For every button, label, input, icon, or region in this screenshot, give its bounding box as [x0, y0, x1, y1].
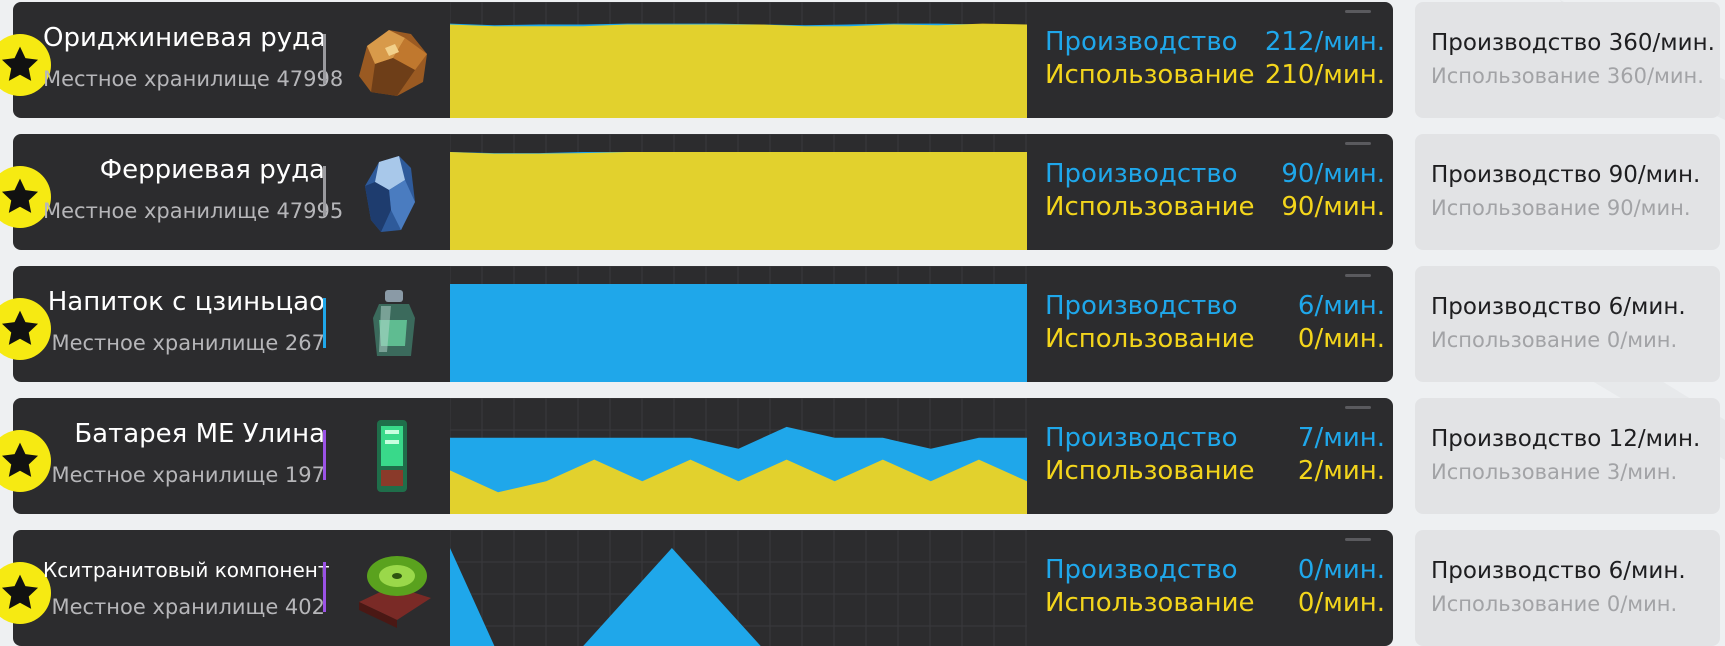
usage-label: Использование — [1045, 60, 1255, 90]
target-panel: Производство 6/мин. Использование 0/мин. — [1415, 266, 1720, 382]
flow-chart — [450, 530, 1027, 646]
resource-card[interactable]: Напиток с цзиньцао Местное хранилище 267… — [0, 266, 1393, 382]
target-panel: Производство 6/мин. Использование 0/мин. — [1415, 530, 1720, 646]
resource-name: Кситранитовый компонент — [43, 558, 330, 582]
flow-chart — [450, 398, 1027, 514]
category-accent-bar — [323, 166, 326, 216]
target-production: Производство 6/мин. — [1431, 294, 1686, 320]
resource-row[interactable]: Батарея МЕ Улина Местное хранилище 197 П… — [0, 398, 1720, 514]
category-accent-bar — [323, 562, 326, 612]
target-usage: Использование 90/мин. — [1431, 196, 1691, 220]
category-accent-bar — [323, 34, 326, 84]
usage-area — [450, 459, 1027, 514]
drag-handle[interactable] — [1345, 538, 1371, 541]
favorite-star-icon[interactable] — [0, 298, 51, 360]
usage-label: Использование — [1045, 192, 1255, 222]
usage-value: 90/мин. — [1281, 192, 1385, 222]
production-area — [450, 284, 1027, 382]
usage-value: 210/мин. — [1264, 60, 1385, 90]
resource-name: Напиток с цзиньцао — [47, 287, 325, 317]
favorite-star-icon[interactable] — [0, 166, 51, 228]
usage-label: Использование — [1045, 588, 1255, 618]
resource-card[interactable]: Кситранитовый компонент Местное хранилищ… — [0, 530, 1393, 646]
production-value: 212/мин. — [1264, 27, 1385, 57]
flow-chart — [450, 266, 1027, 382]
target-usage: Использование 0/мин. — [1431, 592, 1678, 616]
production-value: 6/мин. — [1297, 291, 1385, 321]
resource-card[interactable]: Батарея МЕ Улина Местное хранилище 197 П… — [0, 398, 1393, 514]
storage-count: Местное хранилище 197 — [51, 463, 325, 487]
target-panel: Производство 90/мин. Использование 90/ми… — [1415, 134, 1720, 250]
production-value: 0/мин. — [1297, 555, 1385, 585]
production-value: 7/мин. — [1297, 423, 1385, 453]
usage-value: 0/мин. — [1297, 588, 1385, 618]
resource-row[interactable]: Ферриевая руда Местное хранилище 47995 П… — [0, 134, 1720, 250]
drag-handle[interactable] — [1345, 10, 1371, 13]
target-usage: Использование 360/мин. — [1431, 64, 1704, 88]
favorite-star-icon[interactable] — [0, 430, 51, 492]
ferrium-ore-icon — [365, 156, 415, 232]
flow-chart — [450, 134, 1027, 250]
resource-card[interactable]: Ориджиниевая руда Местное хранилище 4799… — [0, 2, 1393, 118]
resource-card[interactable]: Ферриевая руда Местное хранилище 47995 П… — [0, 134, 1393, 250]
drag-handle[interactable] — [1345, 142, 1371, 145]
target-usage: Использование 3/мин. — [1431, 460, 1678, 484]
production-area — [450, 548, 1027, 646]
resource-row[interactable]: Ориджиниевая руда Местное хранилище 4799… — [0, 2, 1720, 118]
usage-value: 0/мин. — [1297, 324, 1385, 354]
resource-row[interactable]: Кситранитовый компонент Местное хранилищ… — [0, 530, 1720, 646]
target-panel: Производство 12/мин. Использование 3/мин… — [1415, 398, 1720, 514]
storage-count: Местное хранилище 47995 — [43, 199, 344, 223]
target-production: Производство 360/мин. — [1431, 30, 1715, 56]
usage-area — [450, 152, 1027, 250]
usage-label: Использование — [1045, 324, 1255, 354]
storage-count: Местное хранилище 402 — [51, 595, 325, 619]
usage-label: Использование — [1045, 456, 1255, 486]
favorite-star-icon[interactable] — [0, 34, 51, 96]
storage-count: Местное хранилище 47998 — [43, 67, 344, 91]
category-accent-bar — [323, 430, 326, 480]
jincao-drink-icon — [373, 290, 415, 356]
target-panel: Производство 360/мин. Использование 360/… — [1415, 2, 1720, 118]
xiranite-component-icon — [359, 556, 431, 628]
usage-area — [450, 23, 1027, 118]
flow-chart — [450, 2, 1027, 118]
target-production: Производство 90/мин. — [1431, 162, 1701, 188]
favorite-star-icon[interactable] — [0, 562, 51, 624]
target-production: Производство 12/мин. — [1431, 426, 1701, 452]
originium-ore-icon — [359, 30, 427, 96]
production-value: 90/мин. — [1281, 159, 1385, 189]
wuling-battery-icon — [377, 420, 407, 492]
target-usage: Использование 0/мин. — [1431, 328, 1678, 352]
target-production: Производство 6/мин. — [1431, 558, 1686, 584]
resource-name: Ориджиниевая руда — [43, 23, 327, 53]
resource-name: Батарея МЕ Улина — [74, 419, 325, 449]
resource-name: Ферриевая руда — [99, 155, 325, 185]
resource-row[interactable]: Напиток с цзиньцао Местное хранилище 267… — [0, 266, 1720, 382]
production-label: Производство — [1045, 159, 1238, 189]
production-label: Производство — [1045, 291, 1238, 321]
drag-handle[interactable] — [1345, 274, 1371, 277]
production-label: Производство — [1045, 555, 1238, 585]
category-accent-bar — [323, 298, 326, 348]
drag-handle[interactable] — [1345, 406, 1371, 409]
production-label: Производство — [1045, 423, 1238, 453]
storage-count: Местное хранилище 267 — [51, 331, 325, 355]
usage-value: 2/мин. — [1297, 456, 1385, 486]
production-label: Производство — [1045, 27, 1238, 57]
